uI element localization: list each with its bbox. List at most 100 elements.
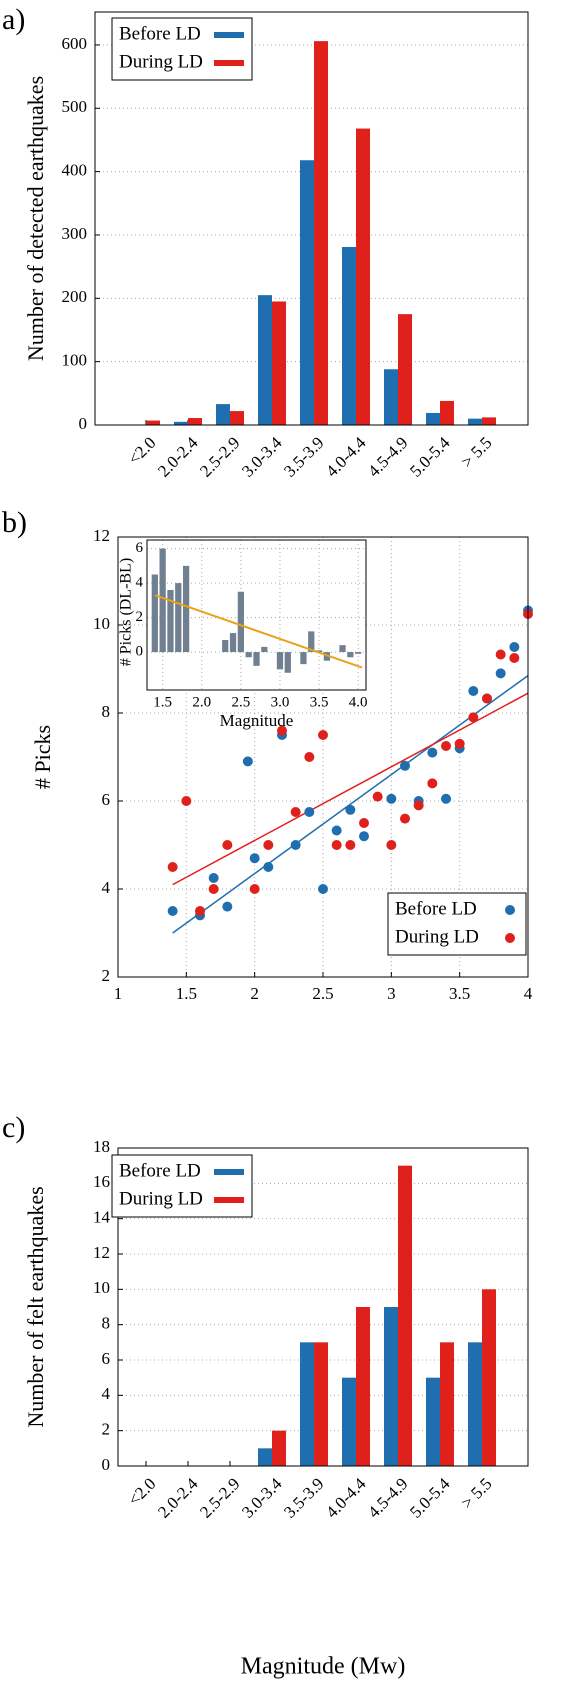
bar <box>300 1342 314 1466</box>
inset-bar <box>237 591 244 653</box>
point <box>441 741 451 751</box>
y-tick-label: 8 <box>102 702 111 721</box>
bar <box>146 420 160 425</box>
inset-x-tick-label: 4.0 <box>349 694 368 710</box>
y-tick-label: 500 <box>62 97 88 116</box>
x-tick-label: <2.0 <box>124 1474 159 1509</box>
point <box>222 901 233 912</box>
y-tick-label: 16 <box>93 1172 110 1191</box>
point <box>318 884 328 894</box>
inset-bar <box>245 652 252 658</box>
fit-line <box>172 692 529 886</box>
bar <box>482 1289 496 1466</box>
point <box>509 642 520 652</box>
point <box>427 778 438 789</box>
legend-label: During LD <box>119 1188 203 1209</box>
y-tick-label: 100 <box>62 351 88 370</box>
legend-label: During LD <box>119 51 203 72</box>
y-tick-label: 2 <box>102 966 111 985</box>
point <box>372 791 383 802</box>
bar <box>426 1377 440 1466</box>
point <box>222 840 233 850</box>
inset-y-axis-label: # Picks (DL-BL) <box>118 558 135 666</box>
y-tick-label: 14 <box>93 1208 111 1227</box>
x-tick-label: 1 <box>114 984 123 1003</box>
x-tick-label: 3.0-3.4 <box>238 433 286 481</box>
point <box>400 760 410 771</box>
point <box>263 862 274 872</box>
bar <box>426 412 440 425</box>
inset-frame <box>146 539 367 691</box>
legend-label: Before LD <box>119 1160 201 1181</box>
legend-label: Before LD <box>119 23 201 44</box>
x-tick-label: 2.5-2.9 <box>196 1474 243 1521</box>
trend-line <box>154 594 363 669</box>
point <box>249 884 260 894</box>
bar <box>356 128 370 425</box>
y-tick-label: 6 <box>102 1349 111 1368</box>
x-tick-label: 4.0-4.4 <box>322 1474 370 1522</box>
panel-label: a) <box>2 3 25 36</box>
bar <box>440 1342 454 1466</box>
inset-bar <box>276 652 284 670</box>
point <box>318 730 328 740</box>
legend-box <box>111 17 253 81</box>
inset-x-tick-label: 3.5 <box>310 694 329 710</box>
x-axis-label: Magnitude (Mw) <box>241 1654 406 1680</box>
x-tick-label: 4.5-4.9 <box>364 433 411 480</box>
inset-bar <box>159 548 166 653</box>
point <box>167 862 178 872</box>
point <box>242 756 253 767</box>
x-tick-label: 4 <box>524 984 533 1003</box>
point <box>277 725 287 736</box>
inset-bar <box>323 652 331 661</box>
point <box>482 693 492 704</box>
bar <box>258 1448 272 1466</box>
inset-bar <box>308 631 315 653</box>
bar <box>272 301 286 425</box>
y-tick-label: 0 <box>102 1455 111 1474</box>
legend-box <box>387 892 527 956</box>
point <box>208 884 219 894</box>
x-tick-label: 2 <box>250 984 259 1003</box>
x-tick-label: 5.0-5.4 <box>406 433 454 481</box>
y-axis-label: # Picks <box>30 725 55 789</box>
point <box>468 712 479 723</box>
x-tick-label: 4.5-4.9 <box>364 1474 411 1521</box>
bar <box>468 1342 482 1466</box>
point <box>331 840 342 850</box>
point <box>441 793 451 804</box>
y-tick-label: 6 <box>102 790 111 809</box>
y-tick-label: 10 <box>93 614 110 633</box>
bar <box>258 295 272 425</box>
inset-y-tick-label: 2 <box>136 609 144 625</box>
legend-swatch <box>214 1197 244 1203</box>
inset-bar <box>151 574 158 653</box>
inset-bar <box>222 640 229 653</box>
inset-bar <box>347 652 354 658</box>
bar <box>314 1342 328 1466</box>
inset-x-tick-label: 1.5 <box>153 694 172 710</box>
bar <box>468 418 482 425</box>
y-tick-label: 200 <box>62 287 88 306</box>
inset-bar <box>300 652 307 665</box>
x-tick-label: <2.0 <box>124 433 159 468</box>
inset-bar <box>355 652 362 654</box>
x-tick-label: 3.0-3.4 <box>238 1474 286 1522</box>
bar <box>384 369 398 425</box>
x-tick-label: 2.5 <box>312 984 333 1003</box>
bar <box>174 421 188 425</box>
panel-label: c) <box>2 1111 25 1144</box>
point <box>331 825 342 836</box>
point <box>208 873 219 883</box>
y-tick-label: 2 <box>102 1420 111 1439</box>
x-tick-label: 3.5 <box>449 984 470 1003</box>
plot-frame <box>117 536 529 978</box>
inset-y-tick-label: 0 <box>136 644 144 660</box>
x-tick-label: 3.5-3.9 <box>280 1474 327 1521</box>
point <box>427 747 438 758</box>
point <box>454 738 465 749</box>
bar <box>342 1377 356 1466</box>
